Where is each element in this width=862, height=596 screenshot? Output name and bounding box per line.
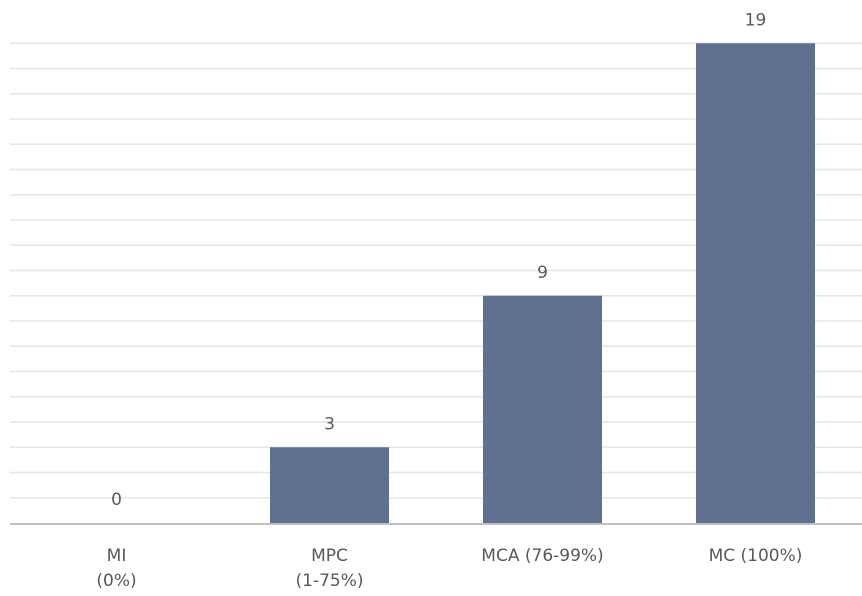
bar [696,43,815,523]
x-tick-label: MI (0%) [96,546,136,591]
x-tick-label-line: MI [107,546,127,566]
bar [270,447,389,523]
data-label: 9 [537,263,548,283]
bar [483,295,602,523]
x-tick-label-line: (1-75%) [296,571,364,591]
x-tick-label: MPC (1-75%) [296,546,364,591]
data-label: 3 [324,414,335,434]
data-label: 0 [111,490,122,510]
x-tick-label-line: MPC [311,546,348,566]
data-labels: 0 3 9 19 [111,10,766,510]
x-tick-label-line: MC (100%) [709,546,803,566]
bars [270,43,815,523]
x-tick-label: MC (100%) [709,546,803,566]
data-label: 19 [745,10,767,30]
x-tick-label-line: MCA (76-99%) [481,546,603,566]
x-tick-label-line: (0%) [96,571,136,591]
x-tick-labels: MI (0%) MPC (1-75%) MCA (76-99%) MC (100%) [96,546,802,591]
x-tick-label: MCA (76-99%) [481,546,603,566]
